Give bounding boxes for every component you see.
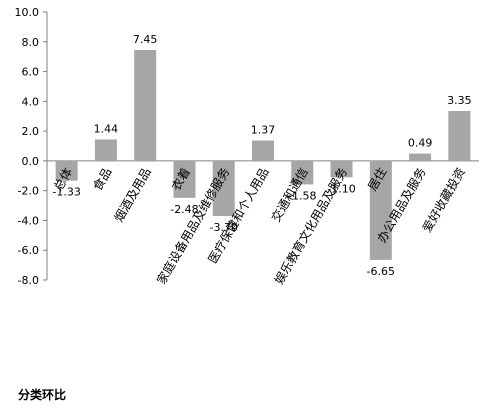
data-label: 0.49 — [408, 137, 433, 150]
bar — [212, 160, 235, 216]
bar — [252, 140, 274, 161]
bar — [291, 160, 314, 185]
data-label: -1.58 — [288, 189, 316, 202]
data-label: -2.48 — [170, 203, 198, 216]
x-tick-label: 烟酒及用品 — [112, 165, 154, 224]
y-tick-label: -6.0 — [18, 244, 39, 257]
y-tick-label: 10.0 — [15, 6, 40, 19]
bar — [134, 49, 157, 161]
y-tick-label: 2.0 — [22, 125, 40, 138]
data-label: 1.44 — [94, 122, 119, 135]
chart-title: 分类环比 — [18, 388, 67, 402]
y-tick-label: 6.0 — [22, 66, 40, 79]
y-tick-label: 0.0 — [22, 155, 40, 168]
data-label: 7.45 — [133, 33, 158, 46]
data-label: -1.33 — [52, 186, 80, 199]
data-label: -1.10 — [327, 182, 355, 195]
bar — [55, 160, 78, 181]
y-tick-label: -2.0 — [18, 185, 39, 198]
bar — [369, 160, 392, 260]
bar — [94, 139, 117, 161]
y-tick-label: -8.0 — [18, 274, 39, 287]
bar — [173, 160, 196, 198]
bar — [409, 153, 432, 161]
data-label: -6.65 — [367, 265, 395, 278]
y-tick-label: 8.0 — [22, 36, 40, 49]
data-label: -3.70 — [209, 221, 237, 234]
x-tick-label: 食品 — [90, 165, 115, 193]
y-tick-label: -4.0 — [18, 214, 39, 227]
data-label: 1.37 — [251, 123, 276, 136]
bar — [330, 160, 353, 178]
bar — [448, 111, 471, 161]
data-label: 3.35 — [447, 94, 472, 107]
y-tick-label: 4.0 — [22, 95, 40, 108]
